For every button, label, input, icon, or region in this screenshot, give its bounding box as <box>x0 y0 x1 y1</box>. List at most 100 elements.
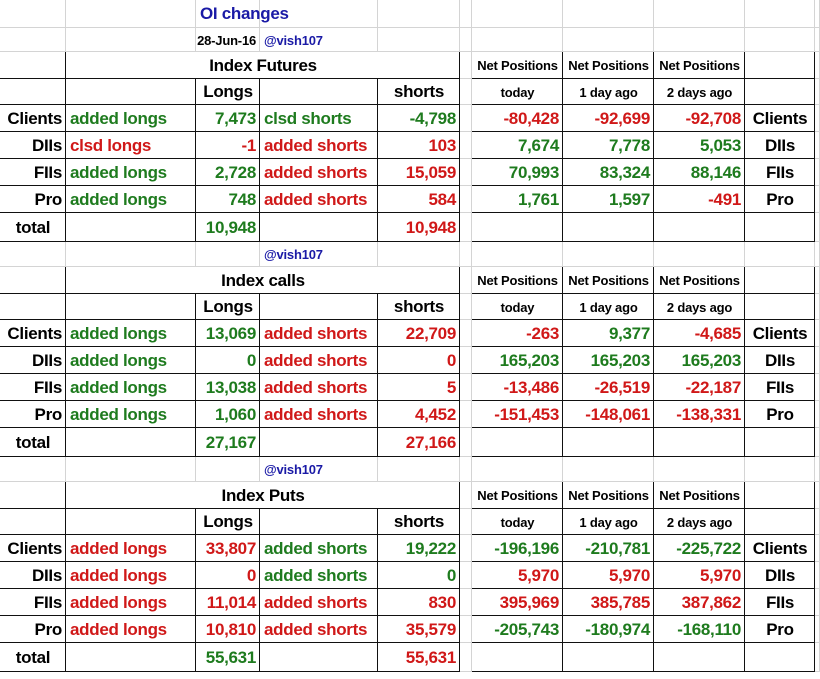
cell <box>196 186 260 213</box>
cell <box>745 589 815 616</box>
short-value: 19,222 <box>405 538 457 558</box>
short-action: added shorts <box>264 565 368 585</box>
cell <box>0 401 66 428</box>
net-header: Net Positions <box>568 58 649 73</box>
cell <box>460 242 472 267</box>
short-value: 584 <box>428 189 457 209</box>
total-longs: 27,167 <box>205 432 257 452</box>
cell <box>260 186 378 213</box>
net-value: -92,708 <box>685 108 741 128</box>
cell <box>745 428 815 457</box>
cell <box>472 320 563 347</box>
cell <box>0 374 66 401</box>
long-action: added longs <box>70 108 167 128</box>
handle: @vish107 <box>264 247 323 262</box>
cell <box>260 457 378 482</box>
participant: FIIs <box>33 377 62 397</box>
cell <box>0 589 66 616</box>
net-value: -180,974 <box>585 619 650 639</box>
cell <box>563 52 654 79</box>
cell <box>472 589 563 616</box>
cell <box>815 457 820 482</box>
net-header: Net Positions <box>477 58 558 73</box>
long-value: 1,060 <box>214 404 256 424</box>
handle: @vish107 <box>264 462 323 477</box>
cell <box>745 616 815 643</box>
net-value: -491 <box>708 189 741 209</box>
cell <box>0 294 66 320</box>
cell <box>472 28 563 52</box>
cell <box>260 509 378 535</box>
cell <box>378 428 460 457</box>
section-title: Index calls <box>221 270 305 290</box>
net-value: 5,970 <box>699 565 741 585</box>
cell <box>654 428 745 457</box>
cell <box>196 28 260 52</box>
cell <box>815 401 820 428</box>
cell <box>260 159 378 186</box>
net-subheader: today <box>500 299 535 315</box>
total-label: total <box>15 217 51 237</box>
cell <box>815 52 820 79</box>
cell <box>66 347 196 374</box>
cell <box>654 267 745 294</box>
cell <box>745 242 815 267</box>
cell <box>815 0 820 28</box>
cell <box>815 482 820 509</box>
long-value: 0 <box>246 565 256 585</box>
cell <box>472 294 563 320</box>
cell <box>196 105 260 132</box>
net-subheader: today <box>500 84 535 100</box>
cell <box>260 0 378 28</box>
cell <box>378 374 460 401</box>
cell <box>654 535 745 562</box>
participant: Clients <box>752 538 808 558</box>
participant: Clients <box>7 323 62 343</box>
cell <box>563 186 654 213</box>
cell <box>472 482 563 509</box>
cell <box>563 482 654 509</box>
cell <box>66 616 196 643</box>
cell <box>66 159 196 186</box>
cell <box>66 213 196 242</box>
cell <box>472 535 563 562</box>
cell <box>460 159 472 186</box>
long-value: 0 <box>246 350 256 370</box>
cell <box>745 79 815 105</box>
cell <box>472 401 563 428</box>
cell <box>815 616 820 643</box>
long-action: added longs <box>70 323 167 343</box>
cell <box>378 535 460 562</box>
long-value: 748 <box>228 189 257 209</box>
cell <box>378 105 460 132</box>
cell <box>378 509 460 535</box>
long-value: 2,728 <box>214 162 256 182</box>
net-header: Net Positions <box>659 58 740 73</box>
cell <box>66 428 196 457</box>
short-value: 15,059 <box>405 162 457 182</box>
cell <box>0 159 66 186</box>
participant: Pro <box>766 404 794 424</box>
long-action: added longs <box>70 189 167 209</box>
cell <box>378 616 460 643</box>
cell <box>460 52 472 79</box>
participant: DIIs <box>32 135 62 155</box>
cell <box>0 105 66 132</box>
short-action: added shorts <box>264 619 368 639</box>
longs-header: Longs <box>203 82 253 101</box>
net-value: 387,862 <box>681 592 742 612</box>
cell <box>745 159 815 186</box>
cell <box>745 294 815 320</box>
cell <box>460 374 472 401</box>
cell <box>563 28 654 52</box>
cell <box>745 562 815 589</box>
net-header: Net Positions <box>568 488 649 503</box>
long-action: added longs <box>70 565 167 585</box>
cell <box>472 428 563 457</box>
cell <box>815 562 820 589</box>
long-action: added longs <box>70 592 167 612</box>
net-subheader: 2 days ago <box>666 514 733 530</box>
short-value: 830 <box>428 592 457 612</box>
net-subheader: 2 days ago <box>666 84 733 100</box>
cell <box>196 509 260 535</box>
